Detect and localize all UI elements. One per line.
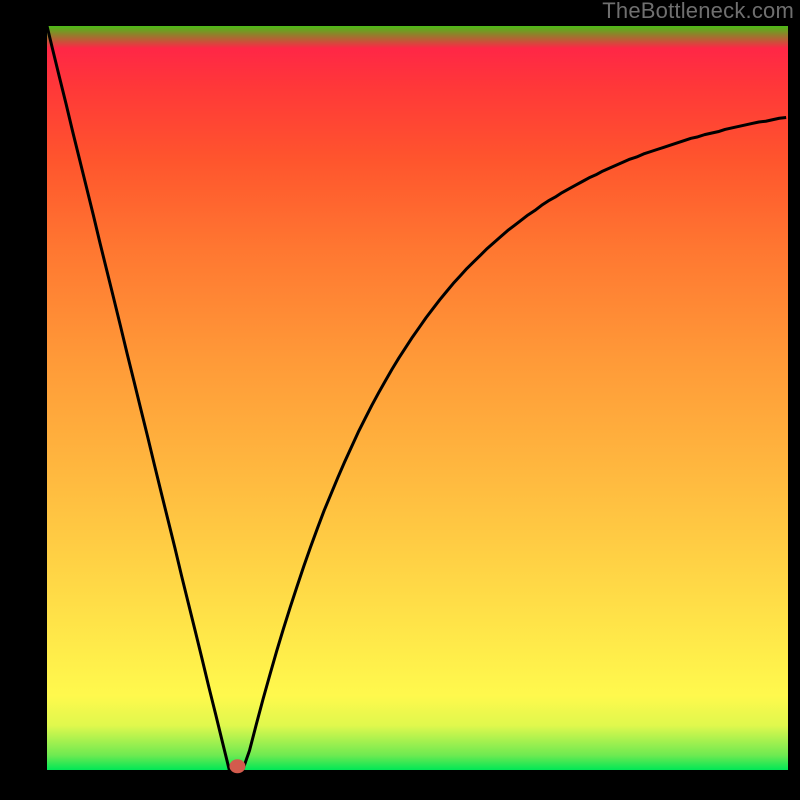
bottleneck-marker [229,759,245,773]
watermark-text: TheBottleneck.com [602,0,794,24]
bottleneck-curve [47,26,786,770]
chart-frame: TheBottleneck.com [0,0,800,800]
curve-layer [0,0,800,800]
